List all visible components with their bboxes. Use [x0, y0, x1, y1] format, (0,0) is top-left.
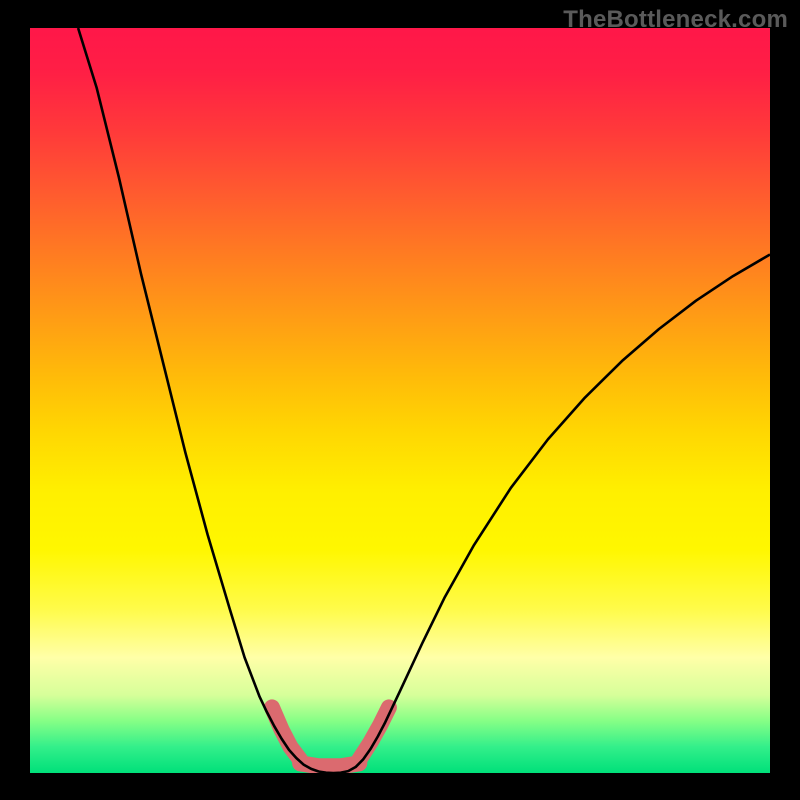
bottleneck-highlight-bottom: [300, 763, 359, 766]
plot-background: [30, 28, 770, 773]
chart-svg: [0, 0, 800, 800]
frame: TheBottleneck.com: [0, 0, 800, 800]
